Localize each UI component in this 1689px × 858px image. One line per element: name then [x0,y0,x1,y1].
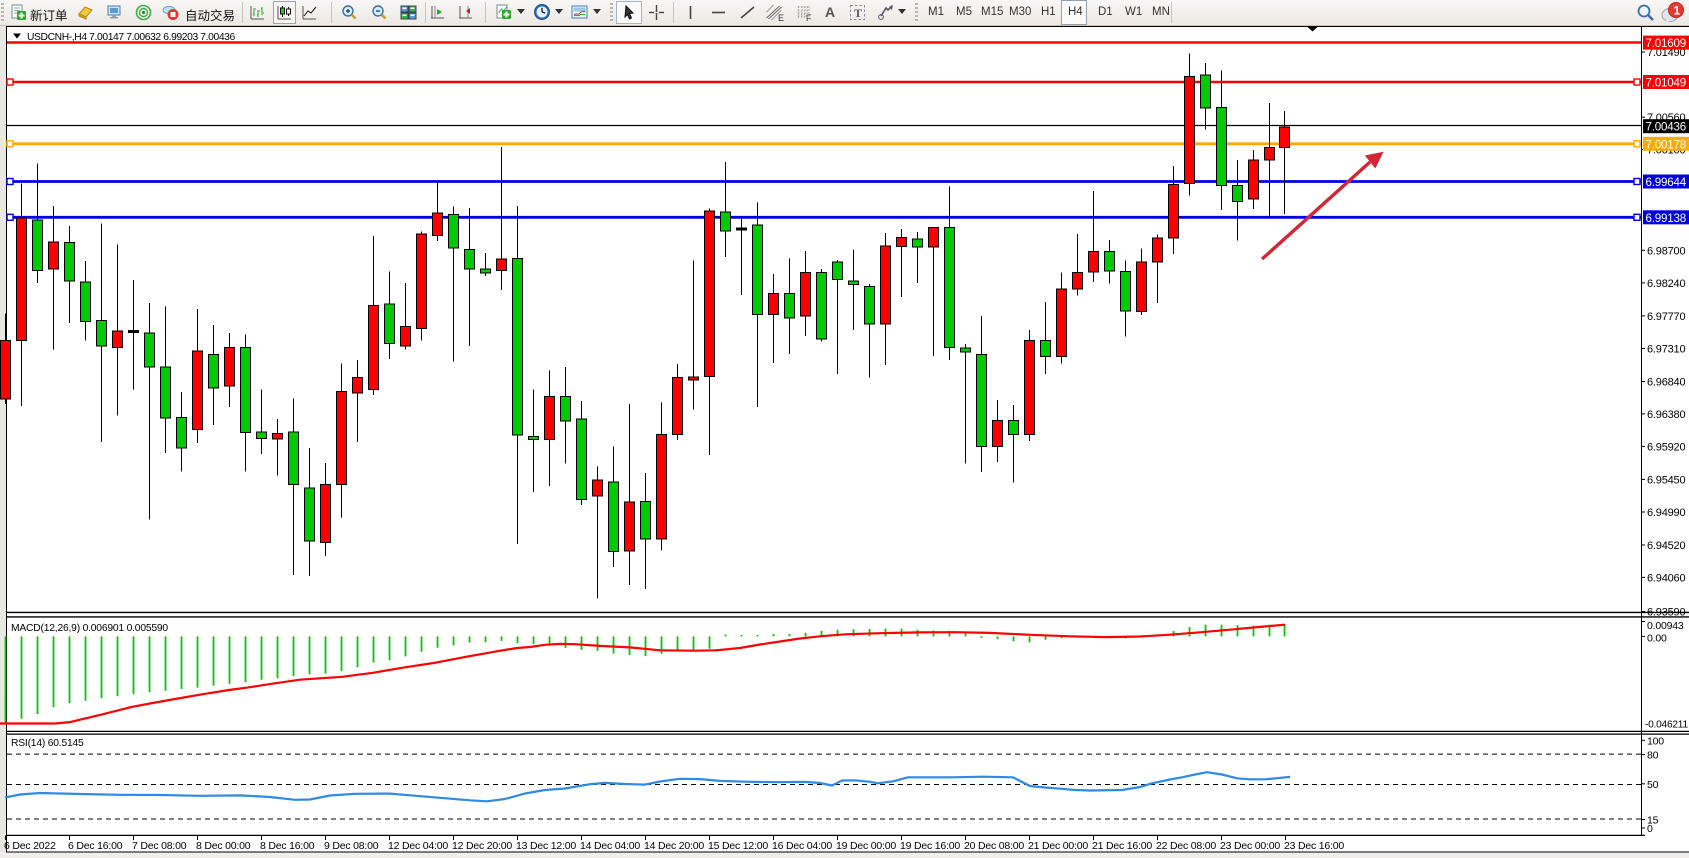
svg-text:100: 100 [1647,735,1664,747]
svg-text:14 Dec 04:00: 14 Dec 04:00 [580,840,640,852]
svg-text:1: 1 [1674,4,1681,18]
svg-text:14 Dec 20:00: 14 Dec 20:00 [644,840,704,852]
svg-text:23 Dec 00:00: 23 Dec 00:00 [1220,840,1280,852]
svg-text:21 Dec 00:00: 21 Dec 00:00 [1028,840,1088,852]
svg-text:6.99644: 6.99644 [1646,176,1687,189]
svg-text:6.95450: 6.95450 [1647,474,1685,486]
svg-text:6.96380: 6.96380 [1647,409,1685,421]
svg-text:T: T [854,6,862,20]
svg-text:0.00943: 0.00943 [1647,620,1684,632]
svg-text:7 Dec 08:00: 7 Dec 08:00 [132,840,187,852]
svg-text:12 Dec 20:00: 12 Dec 20:00 [452,840,512,852]
svg-text:21 Dec 16:00: 21 Dec 16:00 [1092,840,1152,852]
svg-text:16 Dec 04:00: 16 Dec 04:00 [772,840,832,852]
svg-text:13 Dec 12:00: 13 Dec 12:00 [516,840,576,852]
svg-text:6.94520: 6.94520 [1647,540,1685,552]
svg-text:22 Dec 08:00: 22 Dec 08:00 [1156,840,1216,852]
svg-text:8 Dec 00:00: 8 Dec 00:00 [196,840,251,852]
svg-text:9 Dec 08:00: 9 Dec 08:00 [324,840,379,852]
svg-text:23 Dec 16:00: 23 Dec 16:00 [1284,840,1344,852]
svg-text:15: 15 [1647,815,1659,827]
svg-text:6.94990: 6.94990 [1647,507,1685,519]
svg-text:6 Dec 16:00: 6 Dec 16:00 [68,840,123,852]
svg-text:19 Dec 16:00: 19 Dec 16:00 [900,840,960,852]
svg-text:RSI(14) 60.5145: RSI(14) 60.5145 [11,738,84,749]
svg-text:20 Dec 08:00: 20 Dec 08:00 [964,840,1024,852]
svg-text:6 Dec 2022: 6 Dec 2022 [4,840,56,852]
svg-text:7.01049: 7.01049 [1646,77,1687,90]
svg-text:7.00178: 7.00178 [1646,138,1687,151]
svg-text:0: 0 [1647,823,1653,835]
svg-text:15 Dec 12:00: 15 Dec 12:00 [708,840,768,852]
svg-text:6.99138: 6.99138 [1646,212,1687,225]
svg-text:6.97310: 6.97310 [1647,344,1685,356]
svg-text:MACD(12,26,9) 0.006901 0.00559: MACD(12,26,9) 0.006901 0.005590 [11,623,168,634]
svg-text:USDCNH-,H4 7.00147 7.00632 6.: USDCNH-,H4 7.00147 7.00632 6.99203 7.004… [27,32,236,43]
svg-text:80: 80 [1647,750,1659,762]
svg-text:0.00: 0.00 [1647,632,1667,644]
svg-text:-0.046211: -0.046211 [1645,720,1688,731]
svg-text:6.98240: 6.98240 [1647,278,1685,290]
svg-text:7.01490: 7.01490 [1647,47,1685,59]
svg-text:12 Dec 04:00: 12 Dec 04:00 [388,840,448,852]
svg-text:6.95920: 6.95920 [1647,441,1685,453]
svg-text:50: 50 [1647,779,1659,791]
svg-text:6.96840: 6.96840 [1647,377,1685,389]
svg-text:6.98700: 6.98700 [1647,245,1685,257]
svg-text:6.94060: 6.94060 [1647,572,1685,584]
svg-text:7.01609: 7.01609 [1646,37,1687,50]
svg-text:6.93590: 6.93590 [1647,607,1685,619]
svg-text:19 Dec 00:00: 19 Dec 00:00 [836,840,896,852]
svg-text:7.00436: 7.00436 [1646,121,1687,134]
svg-text:6.97770: 6.97770 [1647,311,1685,323]
svg-text:8 Dec 16:00: 8 Dec 16:00 [260,840,315,852]
